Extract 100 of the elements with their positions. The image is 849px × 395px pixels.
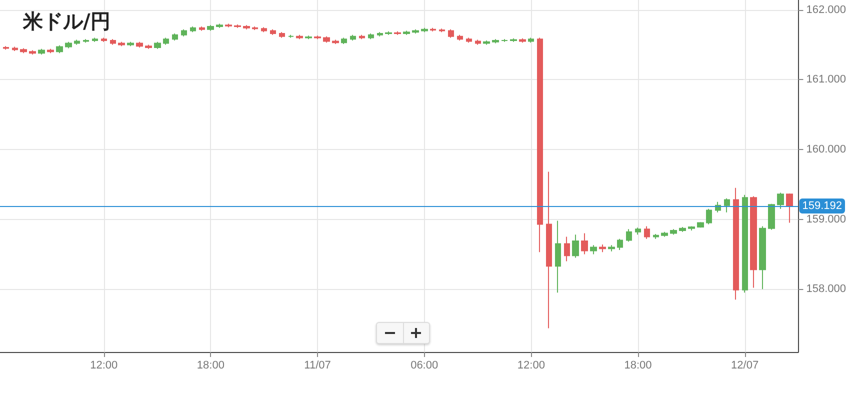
candlestick — [216, 23, 223, 28]
candlestick — [786, 192, 793, 224]
x-tick-label: 06:00 — [410, 360, 438, 372]
candlestick — [412, 28, 419, 34]
candlestick — [439, 28, 445, 33]
candlestick — [83, 38, 89, 44]
candlestick — [644, 226, 650, 240]
candlestick — [528, 37, 534, 44]
candlestick — [377, 32, 383, 37]
y-tick-label: 160.000 — [806, 143, 846, 156]
candlestick — [110, 38, 116, 46]
candlestick — [679, 226, 686, 232]
candlestick — [448, 28, 454, 38]
candlestick — [688, 226, 695, 231]
candlestick — [359, 34, 365, 40]
x-tick-label: 12:00 — [90, 360, 118, 372]
x-tick-label: 12/07 — [731, 360, 759, 372]
candlestick — [519, 38, 526, 44]
candlestick — [341, 37, 347, 44]
candlestick — [181, 28, 187, 37]
candlestick — [101, 37, 107, 42]
candlestick — [305, 35, 312, 40]
candlestick — [403, 30, 410, 36]
candlestick — [154, 41, 161, 50]
candlestick — [145, 44, 152, 50]
y-tick-label: 158.000 — [806, 283, 846, 296]
candlestick — [288, 34, 294, 38]
candlestick — [590, 244, 597, 255]
candlestick — [385, 30, 392, 36]
candlestick — [430, 27, 436, 32]
candlestick — [118, 41, 125, 47]
candlestick — [661, 231, 668, 238]
ref-line-label: 159.192 — [802, 200, 842, 212]
candlestick — [421, 27, 428, 33]
candlestick — [234, 24, 241, 28]
candlestick — [599, 244, 606, 253]
candlestick — [457, 34, 463, 42]
candlestick — [350, 34, 356, 42]
candlestick — [368, 33, 374, 40]
candlestick — [564, 236, 570, 262]
candlestick — [572, 234, 579, 258]
candlestick — [252, 26, 258, 31]
candlestick — [724, 198, 730, 213]
candlestick — [136, 41, 143, 48]
candlestick — [617, 238, 623, 251]
x-tick-label: 18:00 — [196, 360, 224, 372]
x-tick-label: 18:00 — [624, 360, 652, 372]
candlestick — [466, 37, 472, 44]
candlestick — [608, 244, 615, 252]
candlestick — [261, 26, 267, 33]
candlestick — [670, 228, 677, 236]
candlestick — [207, 24, 214, 32]
y-tick-label: 159.000 — [806, 213, 846, 226]
candlestick — [270, 28, 276, 36]
candlestick — [65, 41, 72, 49]
candlestick — [510, 38, 517, 42]
y-tick-label: 162.000 — [806, 4, 846, 16]
candlestick — [492, 38, 499, 44]
candlestick — [626, 228, 632, 242]
candlestick — [555, 220, 561, 294]
candlestick — [483, 40, 490, 46]
candlestick — [74, 39, 80, 46]
candlestick — [172, 33, 178, 42]
candlestick — [190, 26, 196, 33]
candlestick — [279, 32, 285, 38]
candlestick — [163, 37, 169, 46]
candlestick — [501, 38, 508, 42]
candlestick — [581, 232, 588, 255]
candlestick — [706, 208, 712, 225]
candlestick — [750, 196, 757, 288]
candlestick — [697, 222, 704, 228]
text: 米ドル/円 — [22, 9, 110, 33]
candlestick — [38, 48, 45, 55]
x-tick-label: 11/07 — [304, 360, 331, 372]
candlestick — [777, 192, 784, 210]
candlestick — [537, 37, 543, 253]
candlestick — [768, 203, 775, 230]
candlestick — [759, 226, 766, 290]
candlestick — [12, 46, 18, 52]
y-tick-label: 161.000 — [806, 74, 846, 86]
candlestick — [314, 35, 321, 40]
candlestick — [475, 39, 481, 46]
candlestick — [92, 37, 98, 42]
candlestick — [733, 187, 739, 300]
candlestick — [20, 48, 27, 54]
candlestick — [3, 46, 9, 50]
candlestick — [332, 39, 339, 44]
candlestick — [47, 48, 54, 54]
candlestick — [635, 227, 641, 236]
x-tick-label: 12:00 — [517, 360, 545, 372]
candlestick — [29, 50, 36, 55]
candlestick — [653, 233, 659, 240]
candlestick — [243, 24, 250, 30]
candlestick — [296, 34, 303, 40]
candlestick — [199, 26, 205, 32]
candlestick — [546, 171, 552, 329]
candlestick — [394, 30, 401, 36]
candlestick — [323, 36, 330, 44]
candlestick — [742, 194, 748, 294]
candlestick — [56, 44, 63, 54]
